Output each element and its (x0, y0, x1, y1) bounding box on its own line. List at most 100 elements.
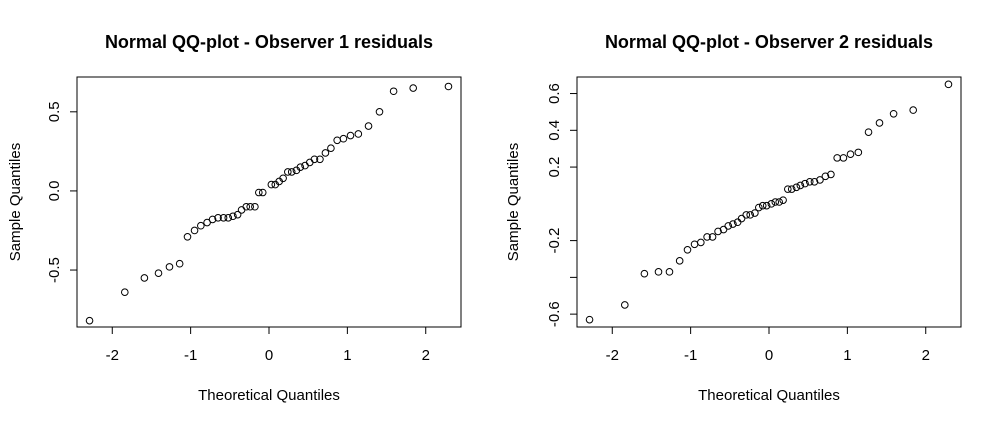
data-point (165, 263, 174, 271)
x-axis-label: Theoretical Quantiles (198, 387, 340, 404)
data-point (654, 268, 663, 276)
x-tick-label: 2 (922, 347, 930, 364)
data-point (296, 163, 305, 171)
data-point (175, 259, 184, 268)
y-axis: -0.6 -0.2 0.2 0.4 0.6 (546, 83, 578, 327)
data-point (214, 214, 222, 222)
data-point (219, 214, 228, 222)
data-point (316, 155, 324, 164)
data-point (229, 212, 237, 221)
data-point (258, 188, 267, 197)
data-point (690, 240, 699, 249)
data-point (839, 154, 848, 162)
data-point (724, 222, 733, 230)
x-axis: -2 -1 0 1 2 (606, 326, 930, 364)
data-points (585, 80, 953, 324)
data-point (767, 200, 776, 208)
data-point (846, 150, 855, 159)
data-point (183, 233, 192, 241)
data-point (796, 181, 805, 190)
data-point (708, 233, 717, 241)
data-point (827, 170, 835, 179)
x-axis: -2 -1 0 1 2 (106, 326, 430, 364)
data-point (333, 136, 341, 145)
data-point (944, 80, 953, 89)
qq-plot-observer-1: Normal QQ-plot - Observer 1 residuals Th… (7, 32, 462, 404)
y-tick-label: 0.2 (546, 157, 563, 178)
data-point (585, 315, 594, 324)
y-tick-label: 0.6 (546, 83, 563, 104)
data-point (279, 174, 287, 183)
data-point (409, 84, 417, 92)
data-point (714, 227, 722, 236)
x-tick-label: 1 (843, 347, 851, 364)
data-point (287, 168, 296, 176)
data-point (444, 82, 453, 91)
data-point (284, 168, 292, 176)
data-point (354, 130, 363, 138)
data-points (85, 82, 453, 325)
data-point (703, 233, 711, 241)
data-point (246, 202, 254, 211)
data-point (346, 131, 355, 140)
data-point (810, 177, 819, 186)
data-point (121, 288, 129, 296)
data-point (197, 221, 205, 230)
data-point (251, 202, 259, 211)
data-point (375, 108, 384, 116)
data-point (746, 211, 754, 219)
data-point (208, 215, 217, 224)
data-point (327, 144, 335, 153)
data-point (758, 201, 767, 210)
x-tick-label: 0 (765, 347, 773, 364)
data-point (816, 176, 824, 184)
data-point (755, 203, 763, 212)
data-point (389, 87, 398, 96)
data-point (154, 269, 163, 278)
data-point (255, 188, 263, 197)
qq-plot-observer-2-svg: Normal QQ-plot - Observer 2 residuals Th… (505, 32, 962, 404)
data-point (665, 268, 674, 276)
data-point (762, 201, 771, 210)
x-tick-label: -1 (184, 347, 197, 364)
data-point (775, 198, 783, 206)
data-point (833, 154, 841, 162)
data-point (792, 183, 801, 192)
data-point (683, 245, 692, 254)
data-point (864, 128, 873, 136)
data-point (224, 214, 233, 222)
x-tick-label: -1 (684, 347, 697, 364)
x-tick-label: 1 (343, 347, 351, 364)
data-point (771, 198, 780, 206)
chart-title: Normal QQ-plot - Observer 1 residuals (105, 32, 433, 52)
data-point (889, 109, 898, 118)
data-point (801, 179, 809, 188)
qq-plot-observer-2: Normal QQ-plot - Observer 2 residuals Th… (500, 0, 1000, 425)
data-point (697, 238, 705, 247)
data-point (784, 185, 792, 193)
data-point (751, 209, 759, 217)
data-point (742, 211, 751, 219)
qq-plot-observer-1-svg: Normal QQ-plot - Observer 1 residuals Th… (7, 32, 462, 404)
data-point (779, 196, 787, 204)
data-point (737, 214, 746, 223)
data-point (237, 206, 246, 214)
data-point (719, 225, 728, 234)
chart-title: Normal QQ-plot - Observer 2 residuals (605, 32, 933, 52)
data-point (233, 210, 242, 219)
y-axis: -0.5 0.0 0.5 (46, 101, 78, 283)
data-point (267, 180, 276, 189)
x-tick-label: 2 (422, 347, 430, 364)
data-point (310, 155, 319, 164)
data-point (85, 316, 94, 325)
data-point (640, 269, 649, 278)
data-point (805, 177, 814, 186)
x-tick-label: -2 (606, 347, 619, 364)
data-point (242, 202, 251, 211)
data-point (909, 106, 917, 114)
data-point (339, 134, 348, 143)
data-point (854, 148, 863, 157)
plot-frame (76, 76, 462, 328)
y-tick-label: 0.4 (546, 120, 563, 141)
data-point (140, 274, 149, 282)
